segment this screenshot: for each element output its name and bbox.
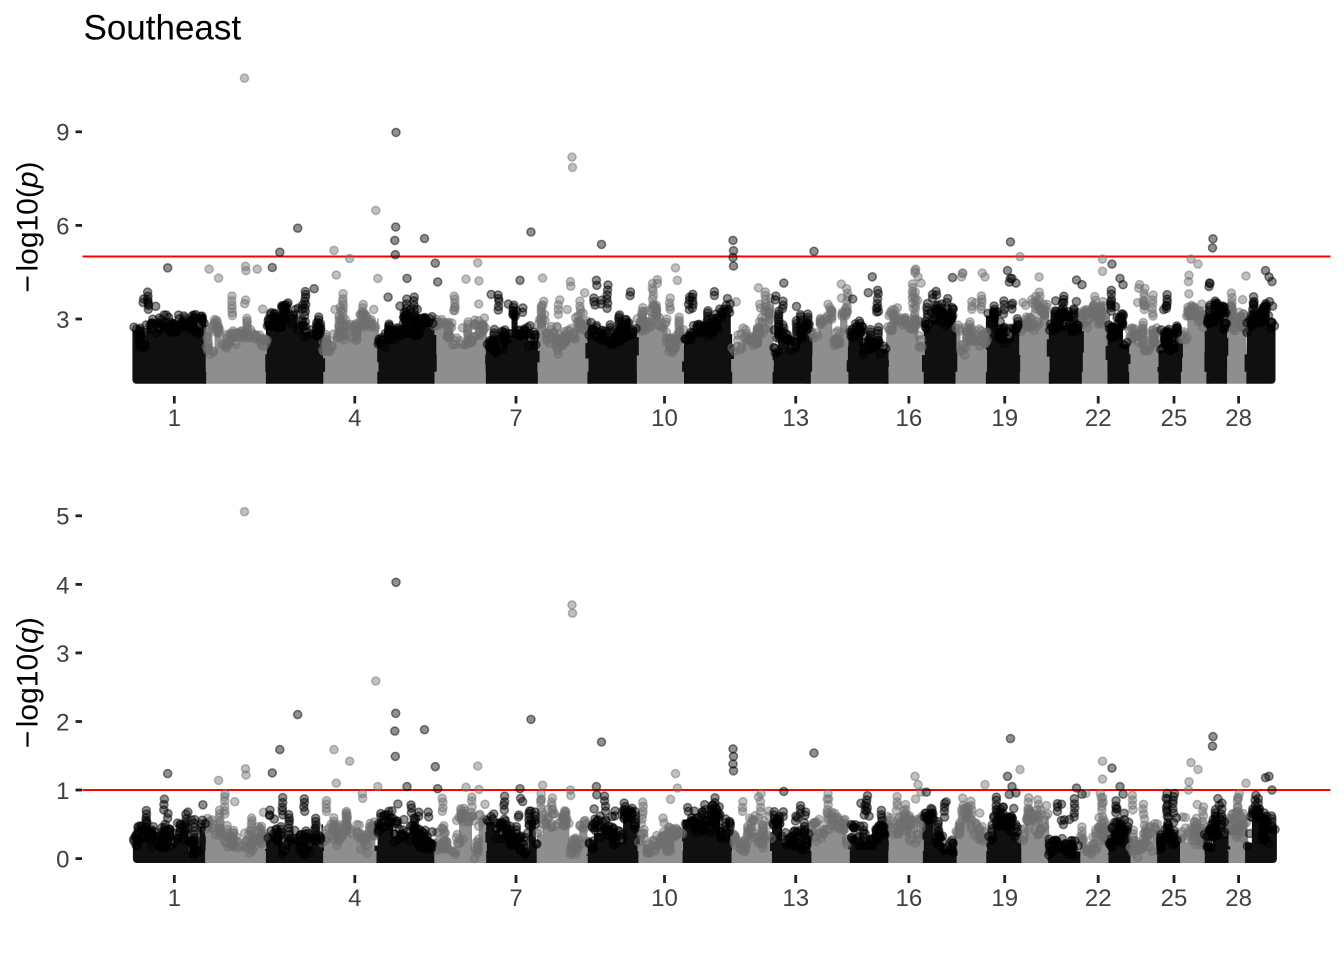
svg-text:1: 1 [168, 885, 181, 912]
svg-text:13: 13 [782, 405, 809, 432]
svg-text:22: 22 [1085, 405, 1112, 432]
svg-text:22: 22 [1085, 885, 1112, 912]
svg-text:3: 3 [56, 641, 69, 668]
svg-text:4: 4 [348, 405, 361, 432]
svg-text:25: 25 [1161, 405, 1188, 432]
svg-text:0: 0 [56, 847, 69, 874]
svg-text:−log10(q): −log10(q) [12, 617, 45, 748]
svg-text:16: 16 [896, 885, 923, 912]
svg-text:28: 28 [1225, 885, 1252, 912]
svg-text:16: 16 [896, 405, 923, 432]
svg-text:28: 28 [1225, 405, 1252, 432]
svg-text:13: 13 [782, 885, 809, 912]
svg-text:19: 19 [991, 885, 1018, 912]
svg-text:25: 25 [1161, 885, 1188, 912]
svg-text:19: 19 [991, 405, 1018, 432]
svg-text:5: 5 [56, 504, 69, 531]
svg-text:10: 10 [651, 405, 678, 432]
svg-text:6: 6 [56, 213, 69, 240]
svg-text:7: 7 [509, 885, 522, 912]
svg-text:Southeast: Southeast [84, 9, 242, 48]
svg-text:9: 9 [56, 120, 69, 147]
svg-text:1: 1 [168, 405, 181, 432]
svg-text:1: 1 [56, 778, 69, 805]
svg-text:4: 4 [348, 885, 361, 912]
svg-text:−log10(p): −log10(p) [12, 161, 45, 292]
svg-text:3: 3 [56, 307, 69, 334]
svg-text:10: 10 [651, 885, 678, 912]
svg-text:2: 2 [56, 709, 69, 736]
svg-text:4: 4 [56, 572, 69, 599]
svg-text:7: 7 [509, 405, 522, 432]
